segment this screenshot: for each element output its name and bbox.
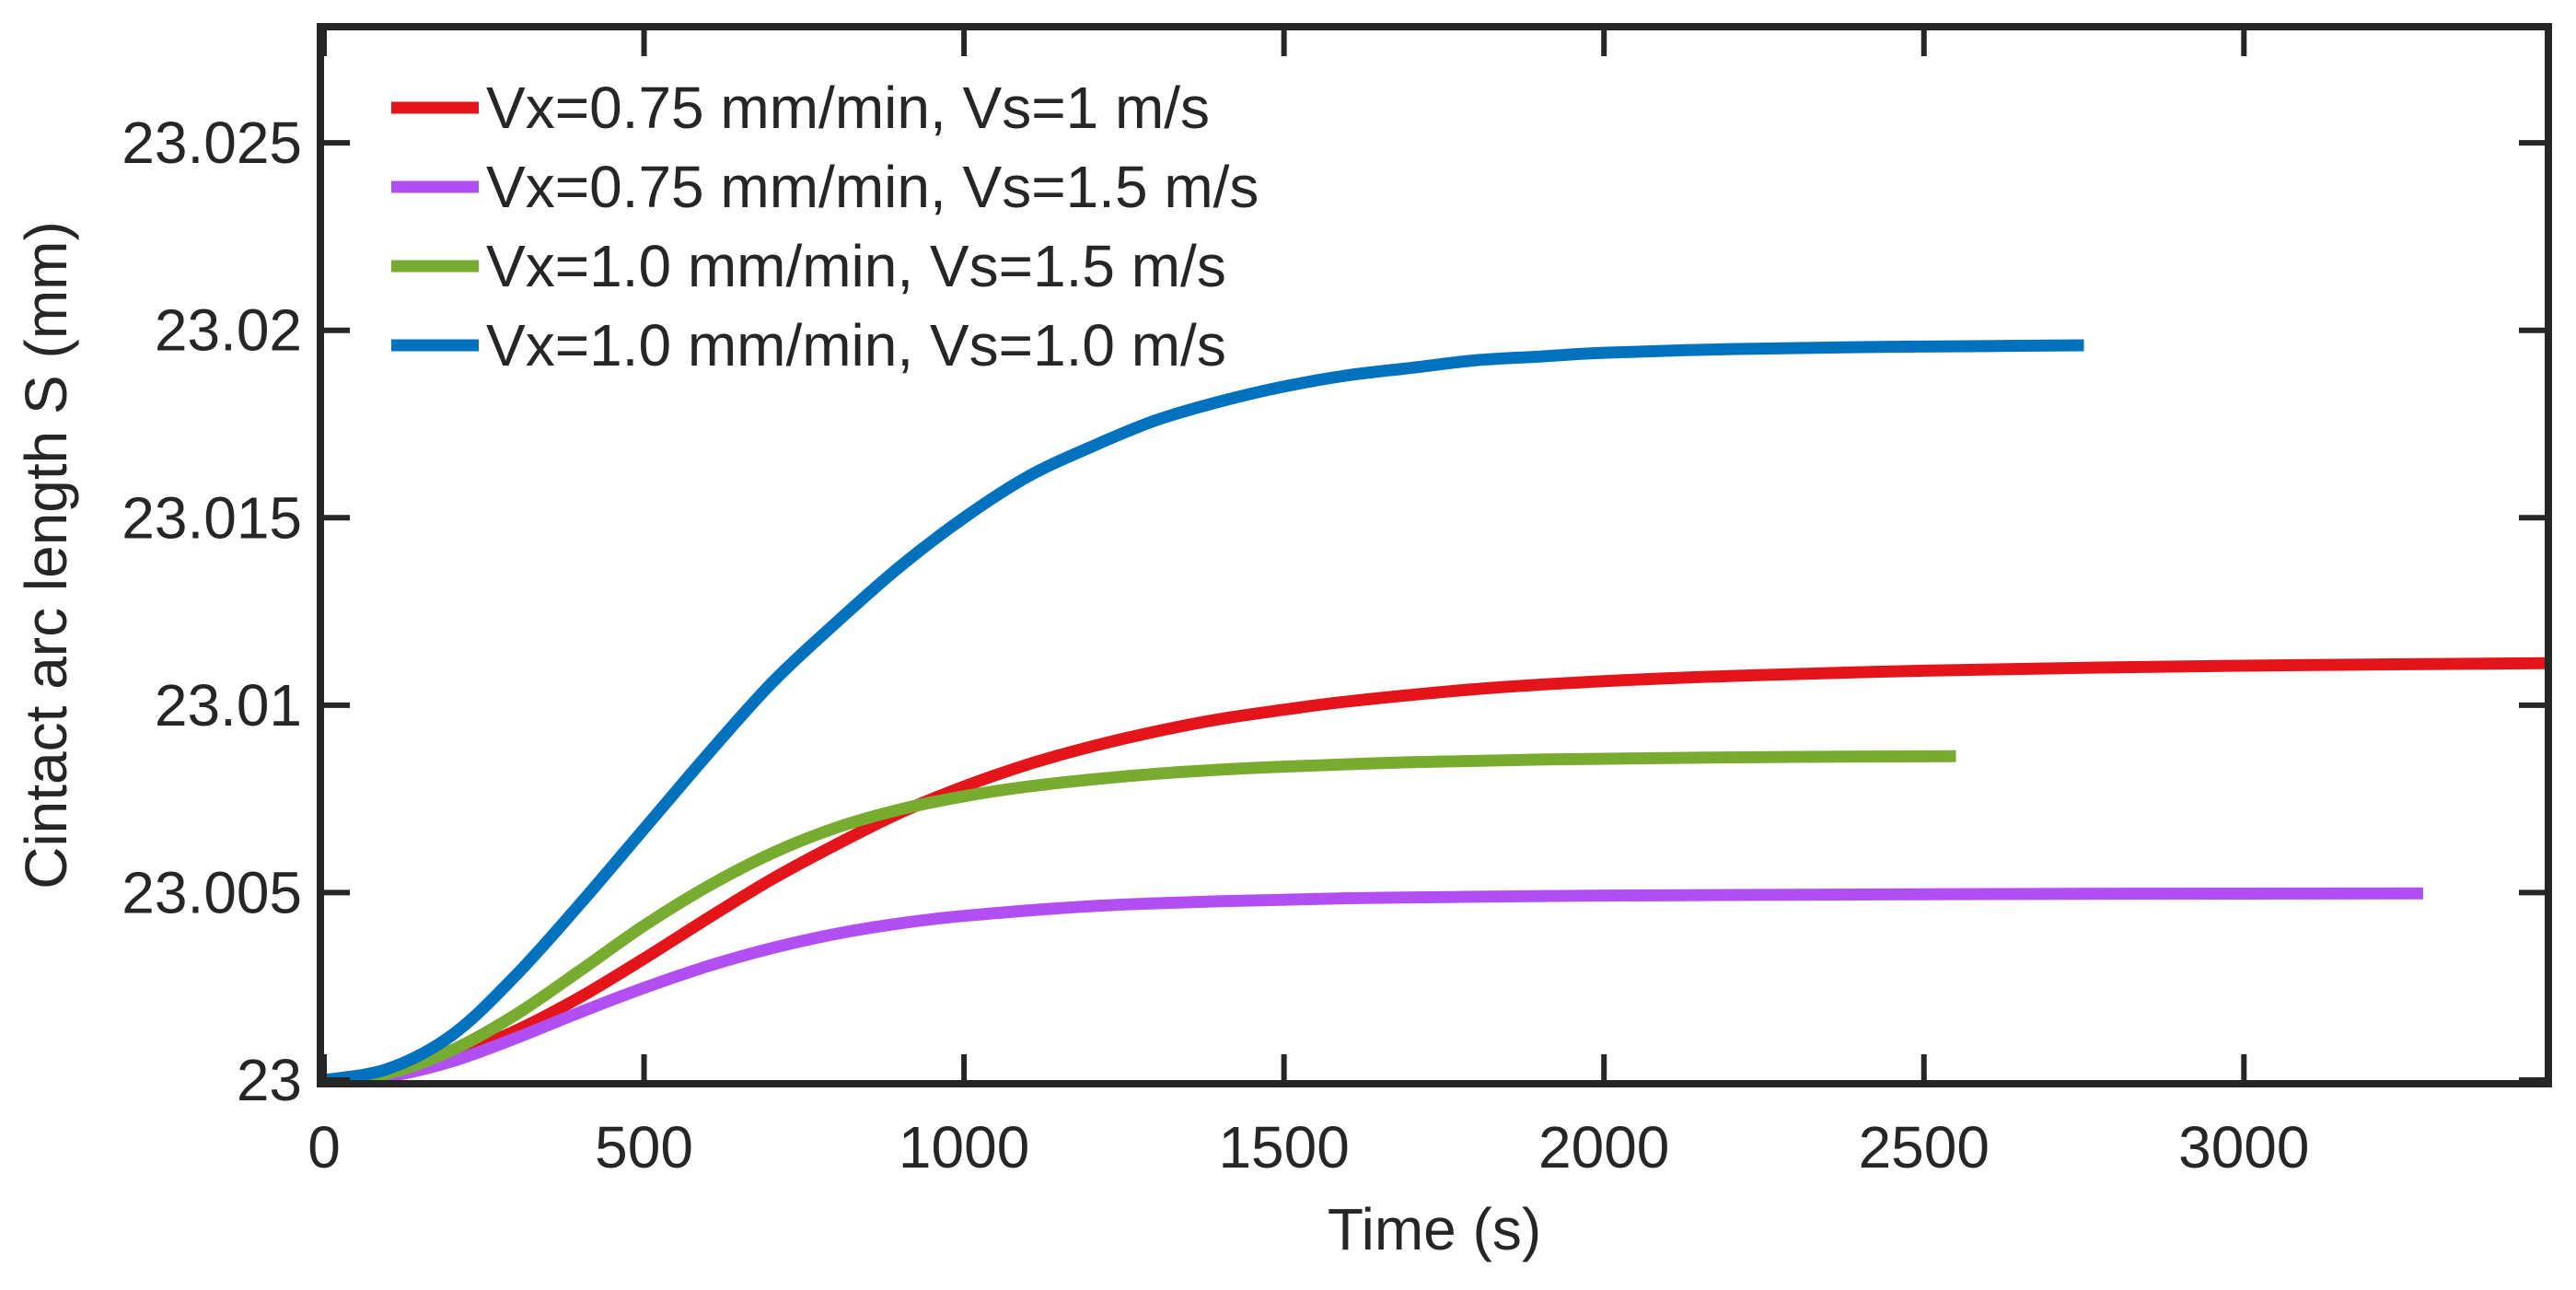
y-tick-label: 23.005 [122, 859, 302, 925]
y-tick-label: 23.025 [122, 110, 302, 176]
series-layer [322, 339, 2546, 1087]
y-tick-label: 23.02 [155, 297, 302, 364]
x-tick-label: 1000 [899, 1114, 1029, 1180]
series-line-1 [323, 657, 2546, 1087]
x-tick-label: 500 [595, 1114, 693, 1180]
x-tick-label: 1500 [1218, 1114, 1349, 1180]
x-tick-label: 0 [307, 1114, 341, 1180]
series-line-3 [323, 750, 1956, 1087]
x-tick-label: 3000 [2178, 1114, 2309, 1180]
series-line-4 [322, 339, 2084, 1087]
y-tick-label: 23 [237, 1047, 302, 1113]
y-axis-label: Cintact arc length S (mm) [13, 221, 79, 889]
legend-label-4: Vx=1.0 mm/min, Vs=1.0 m/s [486, 312, 1226, 378]
x-axis-label: Time (s) [1328, 1196, 1541, 1262]
legend: Vx=0.75 mm/min, Vs=1 m/s Vx=0.75 mm/min, … [391, 75, 1259, 378]
x-tick-label: 2000 [1538, 1114, 1669, 1180]
x-tick-labels: 0 500 1000 1500 2000 2500 3000 [307, 1114, 2309, 1180]
legend-label-3: Vx=1.0 mm/min, Vs=1.5 m/s [486, 233, 1226, 299]
series-line-2 [323, 887, 2423, 1087]
legend-label-2: Vx=0.75 mm/min, Vs=1.5 m/s [486, 154, 1259, 220]
y-tick-labels: 23 23.005 23.01 23.015 23.02 23.025 [122, 110, 302, 1113]
ticks-layer [321, 30, 2545, 1083]
y-tick-label: 23.015 [122, 484, 302, 551]
legend-label-1: Vx=0.75 mm/min, Vs=1 m/s [486, 75, 1210, 141]
y-tick-label: 23.01 [155, 672, 302, 738]
plot-frame [317, 23, 2552, 1087]
x-tick-label: 2500 [1859, 1114, 1990, 1180]
